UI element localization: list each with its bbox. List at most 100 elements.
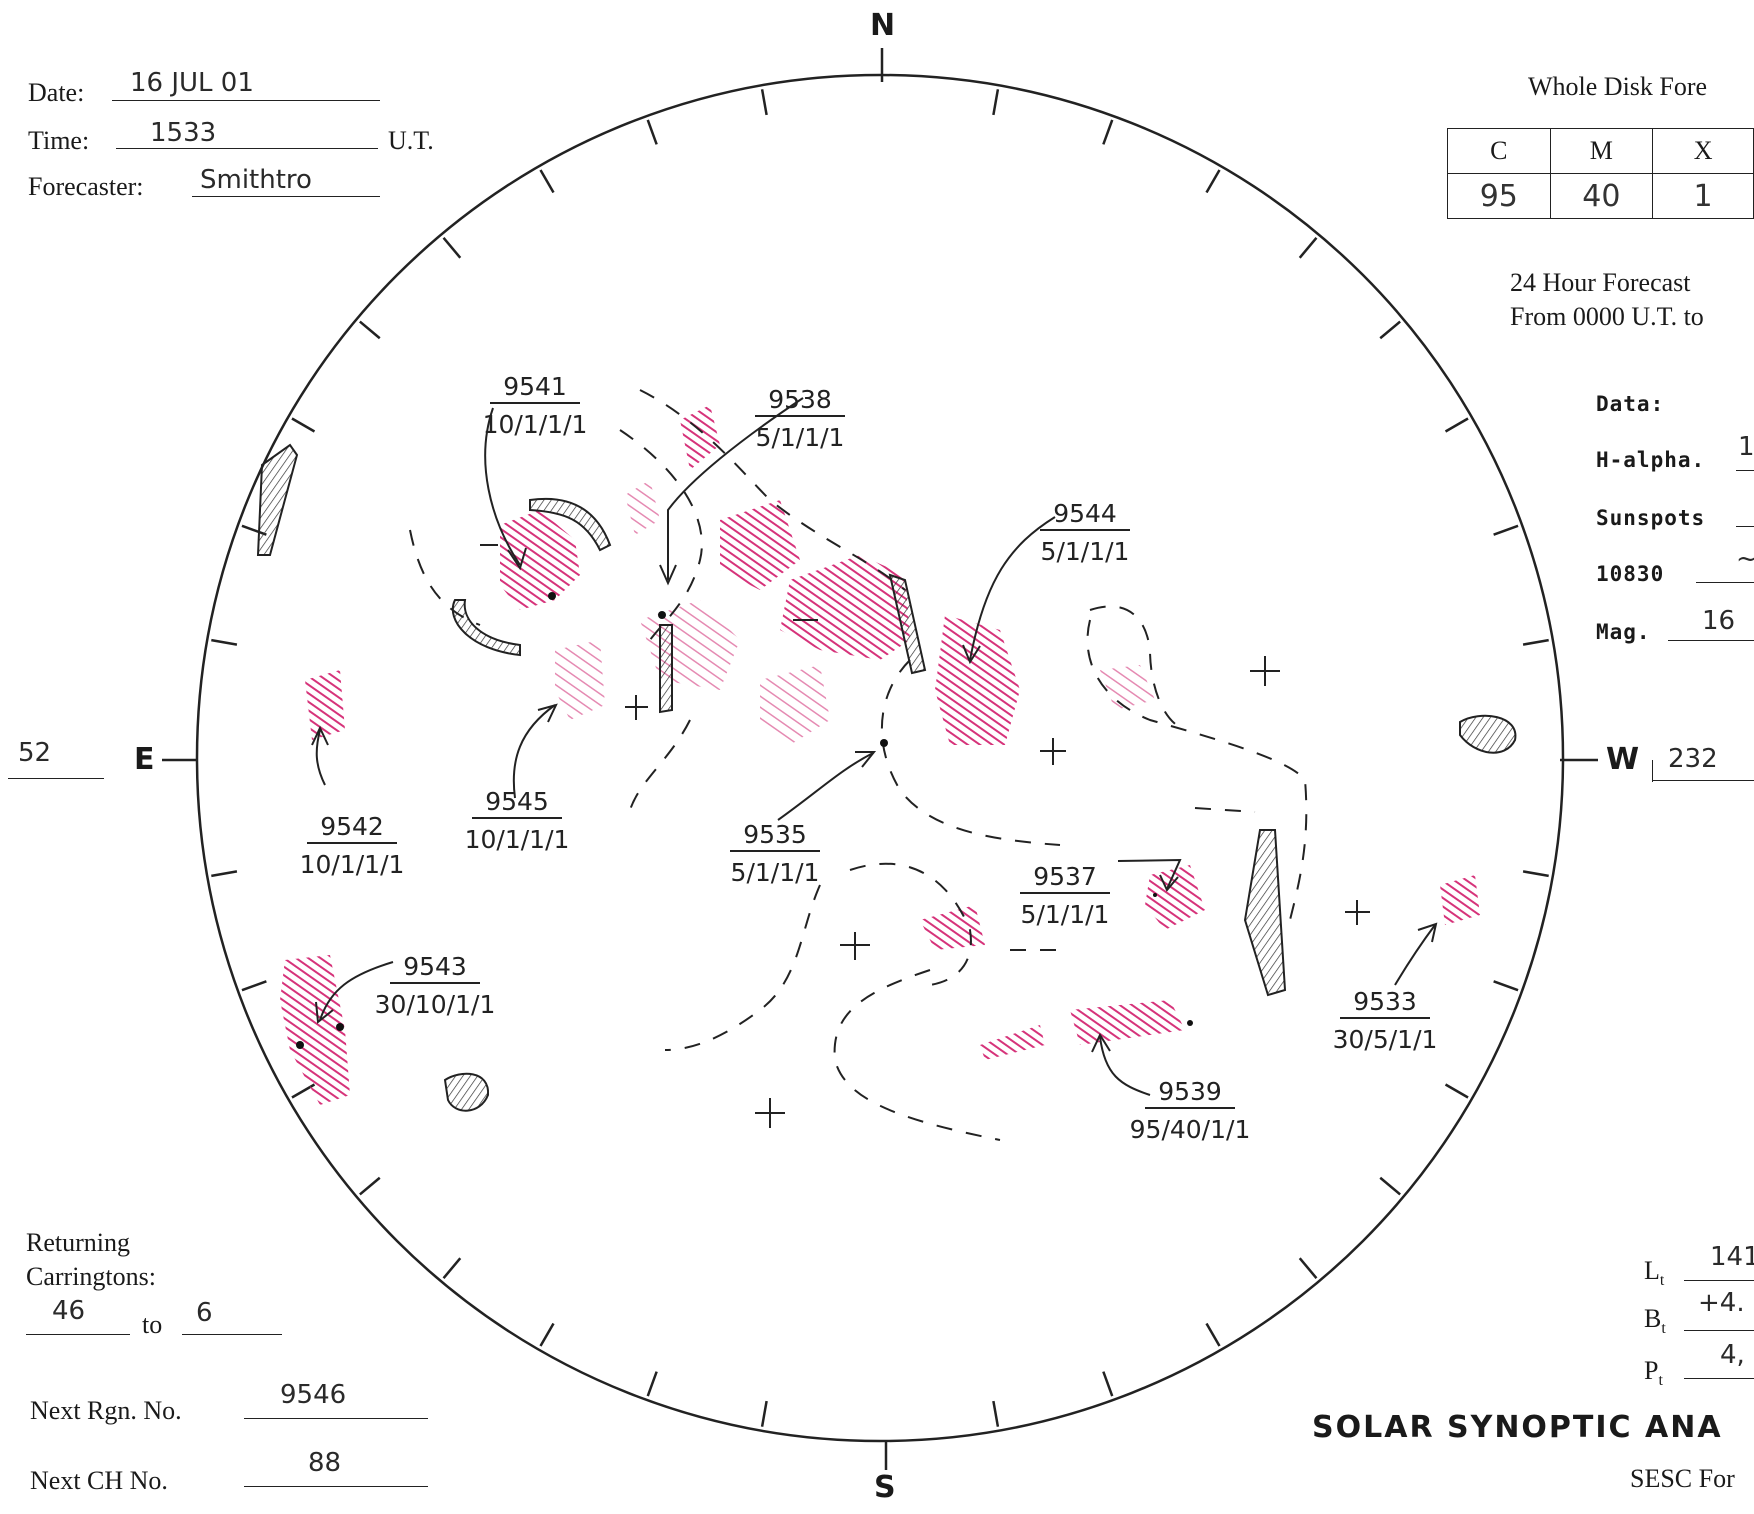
forecaster-label: Forecaster: [28, 172, 144, 201]
ephemeris-p-label: Pt [1644, 1356, 1663, 1390]
limb-tick [359, 1176, 381, 1196]
plage-9542 [305, 670, 345, 740]
plage-west-center [1100, 665, 1155, 710]
region-probabilities: 5/1/1/1 [756, 423, 845, 452]
plage-mid-north [680, 405, 720, 470]
returning-label-1: Returning [26, 1228, 130, 1257]
compass-west: W [1606, 742, 1640, 777]
data-halpha-value[interactable]: 1 [1738, 432, 1754, 462]
region-labels: 9541 10/1/1/1 9538 5/1/1/1 9544 5/1/1/1 9542 10… [300, 372, 1438, 1144]
plage-9535-south [920, 905, 985, 950]
plus-marker [755, 1098, 785, 1128]
leader-9537-head [1159, 874, 1179, 892]
sunspot-dot [880, 739, 888, 747]
region-number: 9542 [320, 812, 384, 841]
limb-tick [539, 169, 555, 194]
region-number: 9537 [1033, 862, 1097, 891]
plus-marker [625, 695, 648, 720]
filament-9541-west [451, 599, 521, 657]
leader-9542 [315, 729, 326, 786]
forecast-value-m[interactable]: 40 [1549, 173, 1654, 219]
region-number: 9535 [743, 820, 807, 849]
limb-tick [1493, 524, 1519, 536]
data-10830-value[interactable]: ~ [1736, 544, 1754, 574]
date-value[interactable]: 16 JUL 01 [130, 68, 254, 98]
region-probabilities: 5/1/1/1 [1041, 537, 1130, 566]
forecast-col-x: X [1652, 128, 1754, 174]
ephemeris-l-value[interactable]: 141 [1710, 1242, 1754, 1272]
forecast-table: C M X 95 40 1 [1447, 128, 1754, 219]
west-limb-value[interactable]: 232 [1668, 744, 1718, 774]
forecast-col-c: C [1447, 128, 1551, 174]
limb-tick [1298, 1257, 1318, 1279]
filament-9541-hook [529, 497, 612, 552]
region-probabilities: 30/5/1/1 [1333, 1025, 1438, 1054]
neutral-line-6 [1089, 605, 1186, 731]
limb-tick [1444, 1083, 1469, 1099]
region-probabilities: 10/1/1/1 [300, 850, 405, 879]
leader-9545 [512, 704, 556, 799]
limb-tick [992, 89, 1000, 116]
region-number: 9533 [1353, 987, 1417, 1016]
neutral-line-10 [409, 529, 481, 626]
plage-9537 [1145, 865, 1205, 930]
date-label: Date: [28, 78, 85, 107]
leader-9539 [1099, 1036, 1151, 1096]
region-leaders [311, 397, 1438, 1096]
time-label: Time: [28, 126, 90, 155]
limb-tick [1298, 237, 1318, 259]
neutral-line-12 [1194, 807, 1256, 813]
limb-tick [291, 417, 316, 433]
compass-east: E [134, 742, 155, 777]
plus-marker [1040, 738, 1066, 765]
sunspot-dot [658, 611, 666, 619]
plage-9538-a [625, 480, 660, 535]
filament-west-limb-blob [1459, 714, 1517, 754]
ephemeris-l-label: Lt [1644, 1256, 1665, 1290]
time-value[interactable]: 1533 [150, 118, 217, 148]
leader-9538-head [659, 564, 677, 586]
forecast-value-c[interactable]: 95 [1447, 173, 1551, 219]
limb-tick [1379, 320, 1401, 340]
data-panel-title: Data: [1596, 392, 1665, 416]
limb-ticks [211, 89, 1549, 1427]
next-ch-value[interactable]: 88 [308, 1448, 342, 1478]
ephemeris-b-value[interactable]: +4. [1698, 1288, 1745, 1318]
limb-tick [646, 1371, 658, 1397]
filament-north-east-limb [256, 443, 299, 556]
forecast-title: Whole Disk Fore [1528, 72, 1708, 101]
region-number: 9539 [1158, 1077, 1222, 1106]
region-probabilities: 30/10/1/1 [375, 990, 496, 1019]
plage-9539-trail [980, 1025, 1045, 1060]
ephemeris-p-value[interactable]: 4, [1720, 1340, 1745, 1370]
forecast-value-x[interactable]: 1 [1652, 173, 1754, 219]
data-mag-value[interactable]: 16 [1702, 606, 1736, 636]
data-mag-label: Mag. [1596, 620, 1651, 644]
returning-label-2: Carringtons: [26, 1262, 156, 1291]
sunspot-dot [1187, 1020, 1193, 1026]
plage-central-band [780, 555, 910, 660]
neutral-lines [409, 389, 1308, 1141]
leader-9533 [1394, 924, 1436, 986]
east-limb-value[interactable]: 52 [18, 738, 52, 768]
forecaster-value[interactable]: Smithtro [200, 165, 312, 195]
polarity-markers [480, 544, 1370, 1128]
limb-tick [1379, 1176, 1401, 1196]
returning-from[interactable]: 46 [52, 1296, 86, 1326]
neutral-line-5 [1086, 619, 1308, 921]
data-halpha-label: H-alpha. [1596, 448, 1706, 472]
leader-9533-head [1417, 922, 1438, 943]
next-region-value[interactable]: 9546 [280, 1380, 347, 1410]
forecast-period-line1: 24 Hour Forecast [1510, 268, 1691, 297]
region-number: 9543 [403, 952, 467, 981]
limb-tick [760, 89, 768, 116]
returning-to-label: to [142, 1310, 163, 1339]
limb-tick [241, 980, 267, 992]
returning-to[interactable]: 6 [196, 1298, 213, 1328]
neutral-line-7 [849, 862, 972, 986]
compass-south: S [874, 1470, 896, 1505]
limb-tick [1205, 1322, 1221, 1347]
plage-9543 [280, 955, 350, 1105]
leader-9542-head [311, 725, 329, 746]
